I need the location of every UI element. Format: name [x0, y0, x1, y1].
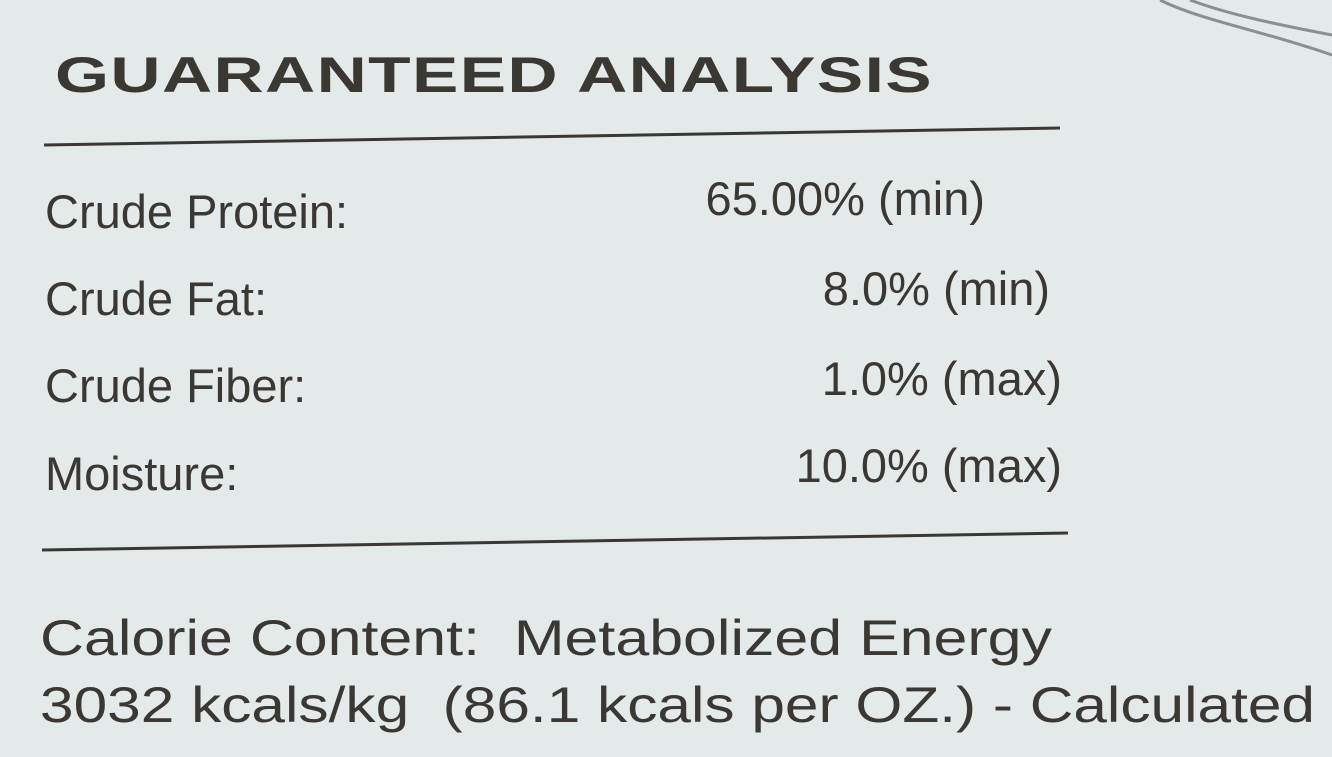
title: GUARANTEED ANALYSIS: [55, 47, 933, 103]
row-value: 1.0% (max): [822, 352, 1062, 405]
row-label: Crude Protein:: [45, 185, 348, 238]
row-label: Crude Fiber:: [45, 359, 306, 412]
row-label: Moisture:: [45, 447, 238, 500]
row-label: Crude Fat:: [45, 272, 267, 325]
row-value: 10.0% (max): [796, 439, 1062, 492]
divider: [41, 531, 1069, 552]
calorie-line: Calorie Content: Metabolized Energy: [40, 610, 1052, 666]
row-value: 65.00% (min): [706, 172, 986, 225]
divider: [43, 126, 1061, 147]
row-value: 8.0% (min): [823, 262, 1050, 315]
decoration: [1159, 0, 1332, 57]
calorie-line: 3032 kcals/kg (86.1 kcals per OZ.) - Cal…: [40, 677, 1315, 733]
